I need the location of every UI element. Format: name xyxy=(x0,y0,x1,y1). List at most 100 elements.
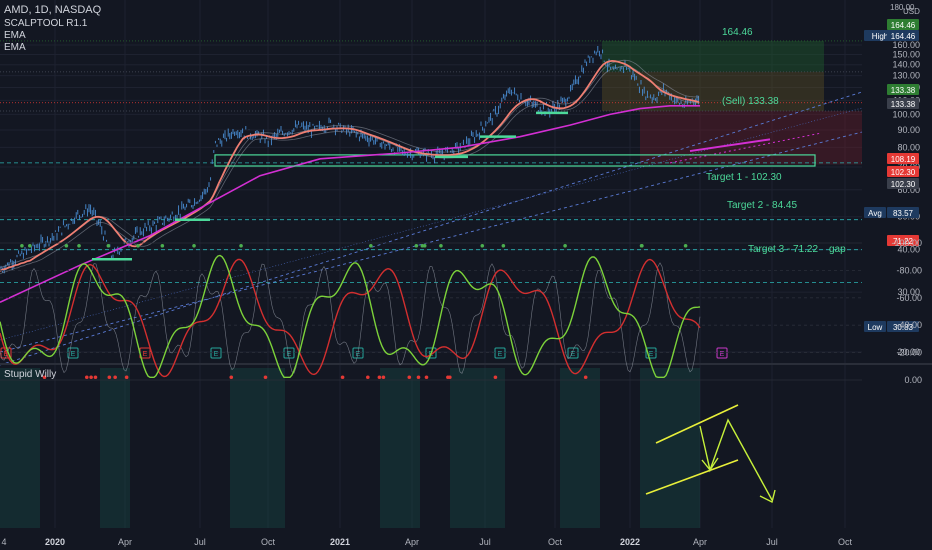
price-tick-label: 160.00 xyxy=(892,40,920,50)
price-badge-label: 102.30 xyxy=(891,180,916,189)
oscillator-dot xyxy=(160,243,165,248)
time-tick-label: Apr xyxy=(693,537,707,547)
oscillator-dot xyxy=(563,243,567,248)
earnings-marker xyxy=(352,347,364,359)
trendline-dashed-1 xyxy=(0,91,863,366)
price-tick-label: 130.00 xyxy=(892,71,920,81)
price-badge-label: 83.57 xyxy=(893,209,914,218)
oscillator-shade xyxy=(560,368,600,528)
oscillator-dot xyxy=(439,243,443,248)
oscillator-dot xyxy=(424,375,429,380)
oscillator-dot xyxy=(89,375,93,380)
time-tick-label: Oct xyxy=(548,537,563,547)
oscillator-dot xyxy=(106,243,111,248)
oscillator-dot xyxy=(77,243,81,248)
price-badge-label: 164.46 xyxy=(891,21,916,30)
oscillator-dot xyxy=(124,375,129,380)
earnings-marker-label: E xyxy=(287,351,292,358)
time-tick-label: Jul xyxy=(479,537,491,547)
price-badge-label: Low xyxy=(868,323,883,332)
ema-fast-line xyxy=(0,59,700,272)
price-badge-label: 164.46 xyxy=(891,32,916,41)
oscillator-dot xyxy=(93,375,98,380)
ema-slow-line xyxy=(0,105,700,304)
price-badge-label: 133.38 xyxy=(891,100,916,109)
oscillator-dot xyxy=(366,375,370,380)
time-tick-label: Jul xyxy=(766,537,778,547)
oscillator-tick-label: -40.00 xyxy=(896,320,922,330)
oscillator-dot xyxy=(340,375,345,380)
grid-lines xyxy=(0,0,862,528)
indicator-ema-2[interactable]: EMA xyxy=(4,42,26,53)
price-badge xyxy=(887,98,919,109)
annotation-target3: Target 3 - 71.22 xyxy=(748,244,818,255)
price-tick-label: 60.00 xyxy=(897,185,920,195)
earnings-marker-label: E xyxy=(571,351,576,358)
ema-envelope-upper xyxy=(0,59,700,269)
annotation-target2: Target 2 - 84.45 xyxy=(727,200,797,211)
oscillator-tick-label: -100.00 xyxy=(891,238,922,248)
oscillator-dot xyxy=(84,375,89,380)
symbol-label[interactable]: AMD, 1D, NASDAQ xyxy=(4,4,102,16)
price-axis: 180.00USD160.00150.00140.00130.00120.001… xyxy=(864,3,922,385)
price-badge-label: High xyxy=(872,32,888,41)
earnings-marker-label: E xyxy=(4,351,9,358)
oscillator-tick-label: 0.00 xyxy=(904,375,922,385)
price-badge-label: 71.22 xyxy=(893,237,914,246)
price-tick-label: 30.00 xyxy=(897,287,920,297)
oscillator-tick-label: -20.00 xyxy=(896,348,922,358)
oscillator-dot xyxy=(414,243,419,248)
oscillator-title[interactable]: Stupid Willy xyxy=(4,369,57,380)
currency-label: USD xyxy=(903,7,920,16)
time-tick-label: Apr xyxy=(405,537,419,547)
oscillator-raw xyxy=(0,262,701,374)
oscillator-dot xyxy=(263,375,268,380)
price-tick-label: 100.00 xyxy=(892,109,920,119)
oscillator-dot xyxy=(107,375,112,380)
time-tick-label: 2020 xyxy=(45,537,65,547)
oscillator-dot xyxy=(501,243,506,248)
oscillator-dot xyxy=(640,243,644,248)
price-badge xyxy=(887,19,919,30)
price-badge xyxy=(864,207,886,218)
price-badge xyxy=(887,30,919,41)
oscillator-dot xyxy=(381,375,386,380)
oscillator-dot xyxy=(113,375,117,380)
price-tick-label: 20.00 xyxy=(897,347,920,357)
earnings-marker-label: E xyxy=(143,351,148,358)
price-badge-label: 30.83 xyxy=(893,323,914,332)
oscillator-dot xyxy=(416,375,421,380)
price-badge-label: 133.38 xyxy=(891,86,916,95)
earnings-marker-label: E xyxy=(720,351,725,358)
axis-top-fragment: 180.00 xyxy=(890,3,915,12)
oscillator-dot xyxy=(64,243,69,248)
price-badge xyxy=(887,166,919,177)
time-tick-label: Jul xyxy=(194,537,206,547)
annotation-target1: Target 1 - 102.30 xyxy=(706,172,782,183)
oscillator-green xyxy=(0,254,701,378)
earnings-marker-label: E xyxy=(71,351,76,358)
channel-lower-line xyxy=(645,459,739,495)
oscillator-dot xyxy=(480,243,485,248)
oscillator-dot xyxy=(28,243,32,248)
price-badge-label: Avg xyxy=(868,209,882,218)
oscillator-tick-label: -80.00 xyxy=(896,265,922,275)
oscillator-dot xyxy=(192,243,196,248)
oscillator-dot xyxy=(239,243,243,248)
time-tick-label: 2022 xyxy=(620,537,640,547)
oscillator-shade xyxy=(380,368,420,528)
time-tick-label: Apr xyxy=(118,537,132,547)
annotation-gap: gap xyxy=(829,244,846,255)
price-badge xyxy=(864,321,886,332)
trendline-dashed-2 xyxy=(0,131,863,353)
indicator-scalptool[interactable]: SCALPTOOL R1.1 xyxy=(4,18,88,29)
price-badge-label: 108.19 xyxy=(891,155,916,164)
oscillator-shade xyxy=(0,368,40,528)
indicator-ema-1[interactable]: EMA xyxy=(4,30,26,41)
earnings-marker-label: E xyxy=(649,351,654,358)
oscillator-dot xyxy=(407,375,412,380)
oscillator-dot xyxy=(377,375,382,380)
target2-projection-line xyxy=(689,138,771,153)
